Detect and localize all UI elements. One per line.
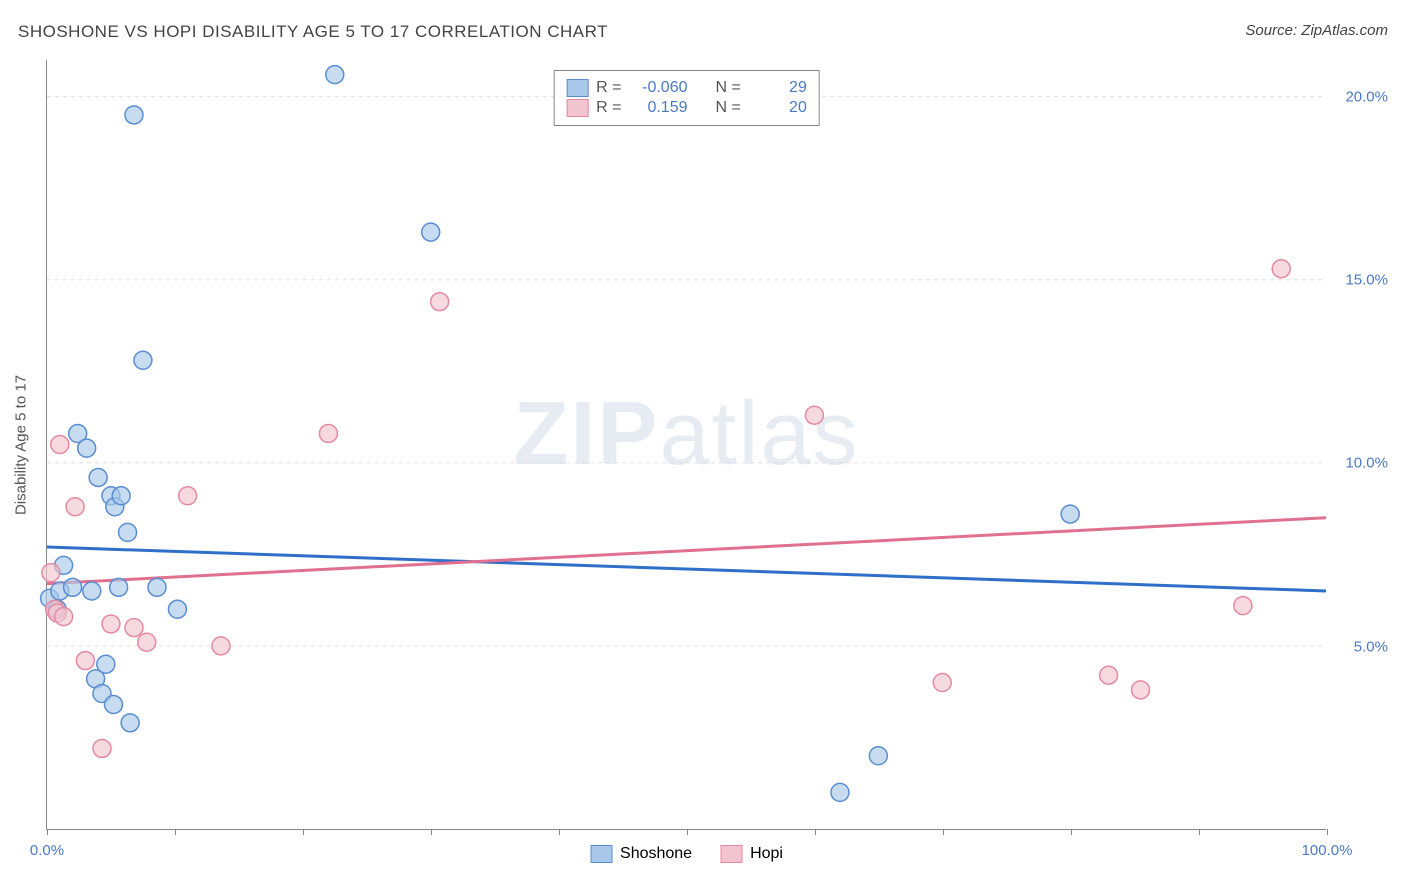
swatch-shoshone-bottom	[590, 845, 612, 863]
y-tick-label: 5.0%	[1354, 638, 1388, 655]
hopi-point	[138, 633, 156, 651]
hopi-point	[102, 615, 120, 633]
hopi-point	[1100, 666, 1118, 684]
series-legend: Shoshone Hopi	[590, 845, 783, 863]
x-tick	[1199, 829, 1200, 835]
shoshone-point	[831, 783, 849, 801]
swatch-hopi	[566, 99, 588, 117]
r-value-hopi: 0.159	[630, 99, 688, 117]
y-tick-label: 20.0%	[1345, 88, 1388, 105]
shoshone-point	[110, 578, 128, 596]
shoshone-point	[78, 439, 96, 457]
hopi-point	[51, 436, 69, 454]
n-label: N =	[716, 79, 741, 97]
x-tick	[175, 829, 176, 835]
hopi-trendline	[47, 518, 1326, 584]
hopi-point	[55, 608, 73, 626]
shoshone-point	[83, 582, 101, 600]
legend-label-hopi: Hopi	[750, 845, 783, 863]
shoshone-point	[105, 696, 123, 714]
x-tick	[687, 829, 688, 835]
shoshone-point	[869, 747, 887, 765]
chart-container: SHOSHONE VS HOPI DISABILITY AGE 5 TO 17 …	[0, 0, 1406, 892]
x-tick-label: 0.0%	[30, 842, 64, 859]
legend-label-shoshone: Shoshone	[620, 845, 692, 863]
shoshone-point	[112, 487, 130, 505]
hopi-point	[1132, 681, 1150, 699]
shoshone-point	[125, 106, 143, 124]
legend-row-shoshone: R = -0.060 N = 29	[566, 79, 807, 97]
legend-item-shoshone: Shoshone	[590, 845, 692, 863]
legend-item-hopi: Hopi	[720, 845, 783, 863]
shoshone-point	[422, 223, 440, 241]
swatch-hopi-bottom	[720, 845, 742, 863]
shoshone-point	[64, 578, 82, 596]
shoshone-point	[121, 714, 139, 732]
hopi-point	[319, 425, 337, 443]
trendlines-group	[47, 518, 1326, 591]
x-tick	[943, 829, 944, 835]
hopi-point	[76, 652, 94, 670]
shoshone-point	[119, 523, 137, 541]
plot-area: Disability Age 5 to 17 ZIPatlas 5.0%10.0…	[46, 60, 1326, 830]
chart-title: SHOSHONE VS HOPI DISABILITY AGE 5 TO 17 …	[18, 22, 608, 42]
hopi-point	[179, 487, 197, 505]
shoshone-point	[326, 66, 344, 84]
x-tick	[1327, 829, 1328, 835]
shoshone-point	[1061, 505, 1079, 523]
points-group	[41, 66, 1291, 802]
hopi-point	[805, 406, 823, 424]
x-tick	[303, 829, 304, 835]
y-axis-title: Disability Age 5 to 17	[13, 374, 30, 514]
source-prefix: Source:	[1245, 22, 1301, 39]
hopi-point	[66, 498, 84, 516]
r-label: R =	[596, 99, 621, 117]
hopi-point	[42, 564, 60, 582]
shoshone-point	[168, 600, 186, 618]
source-citation: Source: ZipAtlas.com	[1245, 22, 1388, 39]
legend-row-hopi: R = 0.159 N = 20	[566, 99, 807, 117]
y-tick-label: 15.0%	[1345, 272, 1388, 289]
n-value-hopi: 20	[749, 99, 807, 117]
hopi-point	[1234, 597, 1252, 615]
x-tick	[47, 829, 48, 835]
hopi-point	[212, 637, 230, 655]
shoshone-point	[134, 351, 152, 369]
x-tick	[559, 829, 560, 835]
hopi-point	[1272, 260, 1290, 278]
y-tick-label: 10.0%	[1345, 455, 1388, 472]
r-value-shoshone: -0.060	[630, 79, 688, 97]
correlation-legend: R = -0.060 N = 29 R = 0.159 N = 20	[553, 70, 820, 126]
x-tick	[1071, 829, 1072, 835]
x-tick	[431, 829, 432, 835]
x-tick	[815, 829, 816, 835]
swatch-shoshone	[566, 79, 588, 97]
hopi-point	[933, 674, 951, 692]
gridlines-group	[47, 97, 1326, 646]
scatter-svg	[47, 60, 1326, 829]
shoshone-trendline	[47, 547, 1326, 591]
source-link[interactable]: ZipAtlas.com	[1301, 22, 1388, 39]
x-tick-label: 100.0%	[1302, 842, 1353, 859]
hopi-point	[431, 293, 449, 311]
hopi-point	[125, 619, 143, 637]
shoshone-point	[148, 578, 166, 596]
hopi-point	[93, 739, 111, 757]
shoshone-point	[89, 468, 107, 486]
shoshone-point	[97, 655, 115, 673]
r-label: R =	[596, 79, 621, 97]
n-value-shoshone: 29	[749, 79, 807, 97]
n-label: N =	[716, 99, 741, 117]
